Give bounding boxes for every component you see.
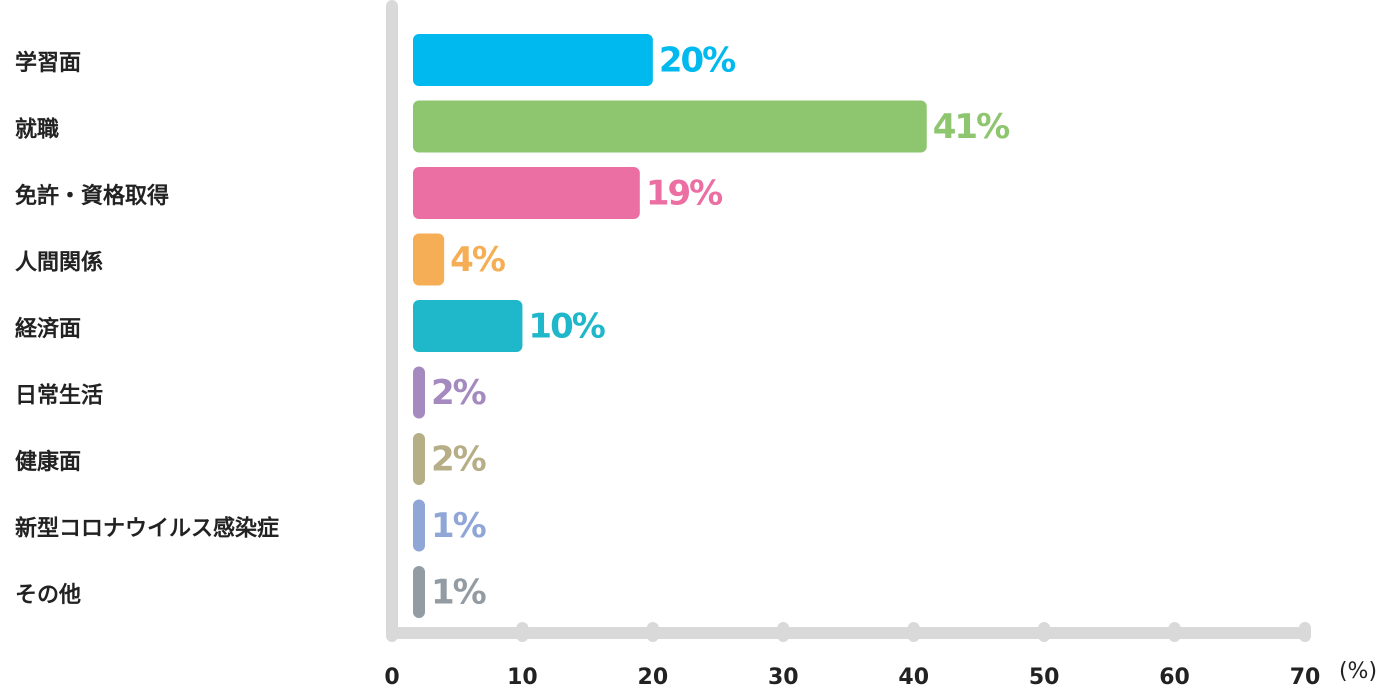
value-label: 19%	[646, 174, 722, 214]
category-label: 日常生活	[15, 383, 103, 409]
x-tick-label: 40	[898, 665, 929, 688]
category-label: 就職	[15, 117, 59, 143]
category-label: 新型コロナウイルス感染症	[15, 516, 279, 542]
bar	[413, 366, 425, 419]
category-label: 健康面	[15, 449, 81, 475]
x-tick-label: 20	[638, 665, 669, 688]
bar	[413, 566, 425, 618]
bar	[413, 300, 523, 352]
category-label: 免許・資格取得	[15, 183, 169, 209]
x-tick-label: 70	[1290, 665, 1321, 688]
value-label: 2%	[431, 440, 486, 480]
x-tick-label: 30	[768, 665, 799, 688]
category-label: 人間関係	[15, 251, 103, 276]
x-unit: (%)	[1339, 659, 1377, 684]
bar	[413, 499, 425, 552]
x-tick-label: 60	[1159, 665, 1190, 688]
bar	[413, 433, 425, 485]
bar	[413, 167, 640, 219]
value-label: 2%	[431, 373, 486, 413]
bar	[413, 233, 445, 286]
value-label: 20%	[659, 41, 735, 81]
x-tick-label: 50	[1029, 665, 1060, 688]
value-label: 4%	[450, 240, 505, 280]
category-label: その他	[15, 583, 81, 608]
bar	[413, 100, 927, 153]
category-label: 学習面	[15, 50, 81, 76]
x-tick-label: 0	[384, 665, 399, 688]
value-label: 1%	[431, 573, 486, 613]
x-tick-label: 10	[507, 665, 538, 688]
bar	[413, 34, 653, 86]
value-label: 10%	[528, 307, 604, 347]
value-label: 1%	[431, 506, 486, 546]
value-label: 41%	[933, 107, 1009, 147]
category-label: 経済面	[15, 316, 81, 342]
